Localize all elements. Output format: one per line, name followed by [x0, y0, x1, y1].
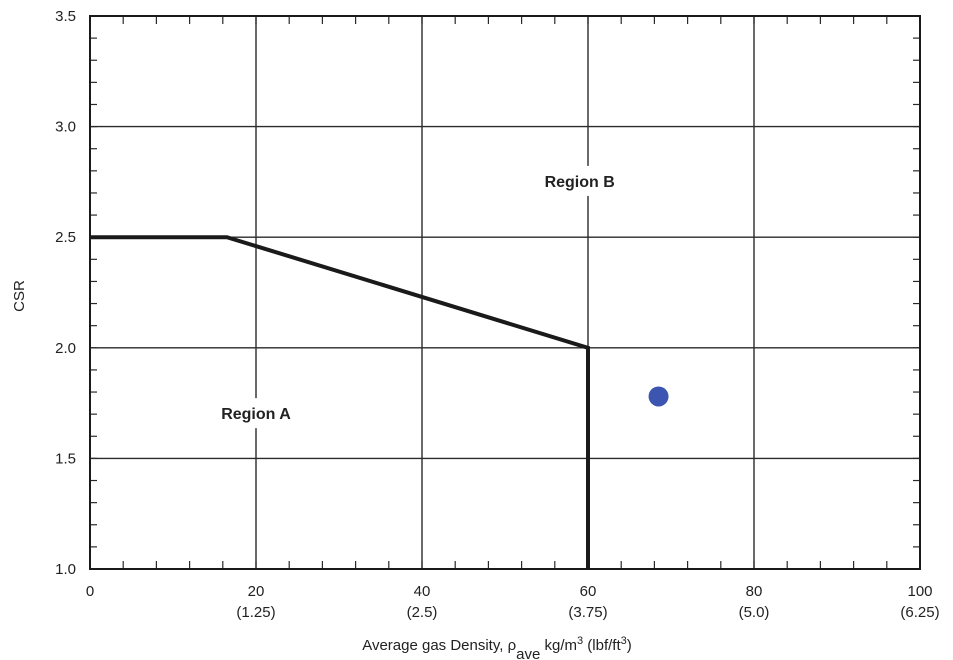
- region-label: Region A: [221, 406, 291, 423]
- x-axis-label: Average gas Density, ρave kg/m3 (lbf/ft3…: [362, 635, 632, 660]
- x-tick-sublabel: (3.75): [568, 604, 607, 621]
- boundary-line: [90, 235, 590, 569]
- y-tick-label: 2.5: [55, 229, 76, 246]
- x-axis-label-sub: ave: [516, 646, 540, 660]
- data-point: [648, 386, 669, 407]
- y-tick-label: 3.5: [55, 8, 76, 25]
- boundary-curve: [90, 235, 590, 569]
- x-axis-label-unit2: (lbf/ft: [583, 637, 621, 654]
- x-tick-label: 0: [86, 583, 94, 600]
- x-axis-label-unit1: kg/m: [540, 637, 577, 654]
- y-tick-labels: 1.0 1.5 2.0 2.5 3.0 3.5: [55, 8, 76, 578]
- minor-ticks: [90, 16, 920, 569]
- x-tick-sublabel: (6.25): [900, 604, 939, 621]
- x-tick-label: 100: [907, 583, 932, 600]
- x-tick-label: 20: [248, 583, 265, 600]
- x-axis-label-sup2: 3: [621, 635, 627, 647]
- data-points: [648, 386, 669, 407]
- x-axis-label-close: ): [627, 637, 632, 654]
- y-tick-label: 1.5: [55, 450, 76, 467]
- x-axis-label-sup1: 3: [577, 635, 583, 647]
- region-label: Region B: [545, 174, 615, 191]
- y-tick-label: 3.0: [55, 119, 76, 136]
- plot-frame: [89, 15, 921, 570]
- y-tick-label: 2.0: [55, 340, 76, 357]
- region-label-bg: [204, 398, 308, 429]
- x-tick-label: 60: [580, 583, 597, 600]
- x-tick-sublabel: (2.5): [407, 604, 438, 621]
- x-axis-label-rho: ρ: [508, 637, 517, 654]
- x-tick-label: 40: [414, 583, 431, 600]
- x-axis-label-main: Average gas Density,: [362, 637, 507, 654]
- region-labels: Region A Region B: [204, 165, 632, 429]
- y-tick-label: 1.0: [55, 561, 76, 578]
- x-tick-sublabel: (1.25): [236, 604, 275, 621]
- x-tick-label: 80: [746, 583, 763, 600]
- region-label-bg: [527, 165, 632, 196]
- y-axis-label: CSR: [11, 280, 28, 312]
- grid-lines: [90, 16, 920, 569]
- x-tick-labels: 0 20 (1.25) 40 (2.5) 60 (3.75) 80 (5.0) 100 (6.25): [86, 583, 940, 621]
- x-tick-sublabel: (5.0): [739, 604, 770, 621]
